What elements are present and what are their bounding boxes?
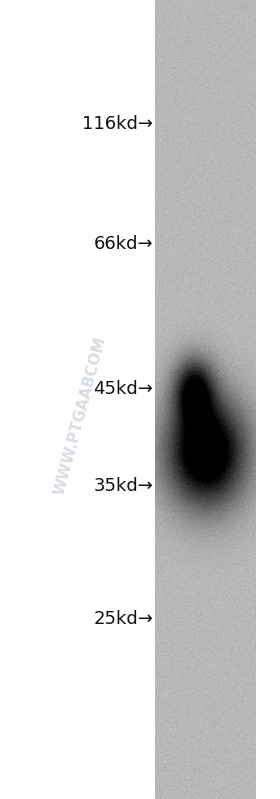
Text: 25kd→: 25kd→ [94, 610, 153, 628]
Text: 66kd→: 66kd→ [94, 235, 153, 252]
Text: 116kd→: 116kd→ [82, 115, 153, 133]
Text: WWW.PTGAABCOM: WWW.PTGAABCOM [52, 335, 109, 496]
Text: 45kd→: 45kd→ [94, 380, 153, 398]
Text: 35kd→: 35kd→ [94, 477, 153, 495]
